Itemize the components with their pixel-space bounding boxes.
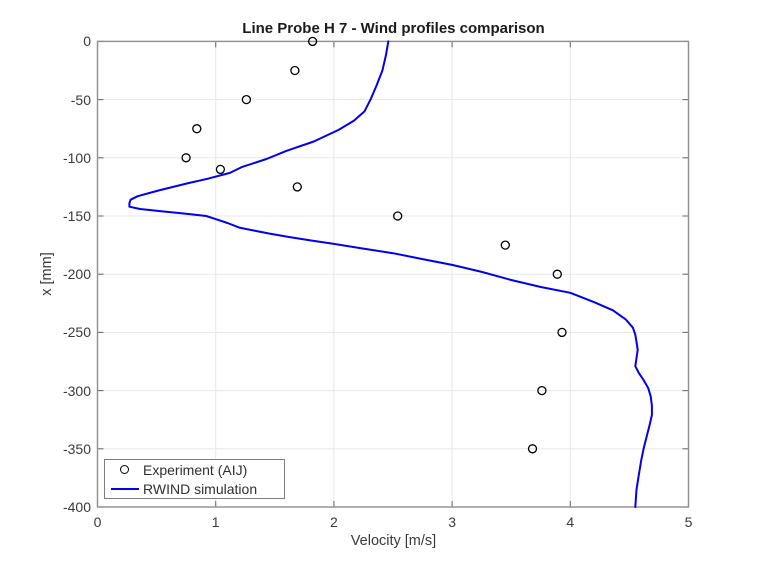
chart-title: Line Probe H 7 - Wind profiles compariso… — [242, 20, 545, 37]
y-tick-label: -200 — [62, 266, 91, 283]
y-tick-label: 0 — [83, 33, 91, 50]
experiment-point — [557, 327, 567, 338]
legend-item-experiment: Experiment (AIJ) — [105, 461, 284, 479]
x-tick-label: 1 — [211, 514, 220, 530]
experiment-point — [181, 153, 191, 163]
experiment-point — [307, 36, 318, 47]
experiment-point — [527, 444, 538, 454]
x-tick-label: 4 — [566, 514, 575, 530]
x-tick-label: 0 — [93, 514, 102, 530]
experiment-point — [192, 124, 202, 134]
experiment-marker-icon — [109, 465, 140, 474]
y-tick-label: -400 — [62, 499, 91, 515]
simulation-line-icon — [109, 487, 140, 490]
simulation-line — [128, 40, 653, 508]
x-axis-label: Velocity [m/s] — [350, 533, 437, 549]
plot-border — [96, 40, 690, 508]
y-tick-label: -300 — [62, 382, 91, 399]
y-tick-label: -100 — [62, 149, 91, 166]
x-tick-label: 5 — [684, 514, 693, 530]
legend: Experiment (AIJ) RWIND simulation — [104, 459, 285, 499]
legend-item-simulation: RWIND simulation — [105, 480, 284, 498]
experiment-point — [292, 182, 302, 192]
legend-label-experiment: Experiment (AIJ) — [143, 461, 248, 478]
x-tick-label: 3 — [448, 514, 456, 530]
experiment-point — [241, 94, 252, 105]
experiment-point — [215, 164, 226, 175]
experiment-point — [500, 240, 510, 250]
y-tick-label: -150 — [62, 208, 91, 224]
experiment-point — [537, 385, 547, 396]
experiment-point — [290, 65, 300, 76]
y-tick-label: -50 — [70, 91, 91, 108]
experiment-point — [552, 269, 562, 279]
experiment-point — [393, 211, 403, 221]
y-tick-label: -350 — [62, 440, 91, 457]
y-tick-label: -250 — [62, 324, 91, 341]
legend-label-simulation: RWIND simulation — [143, 480, 258, 497]
x-tick-label: 2 — [329, 514, 338, 530]
